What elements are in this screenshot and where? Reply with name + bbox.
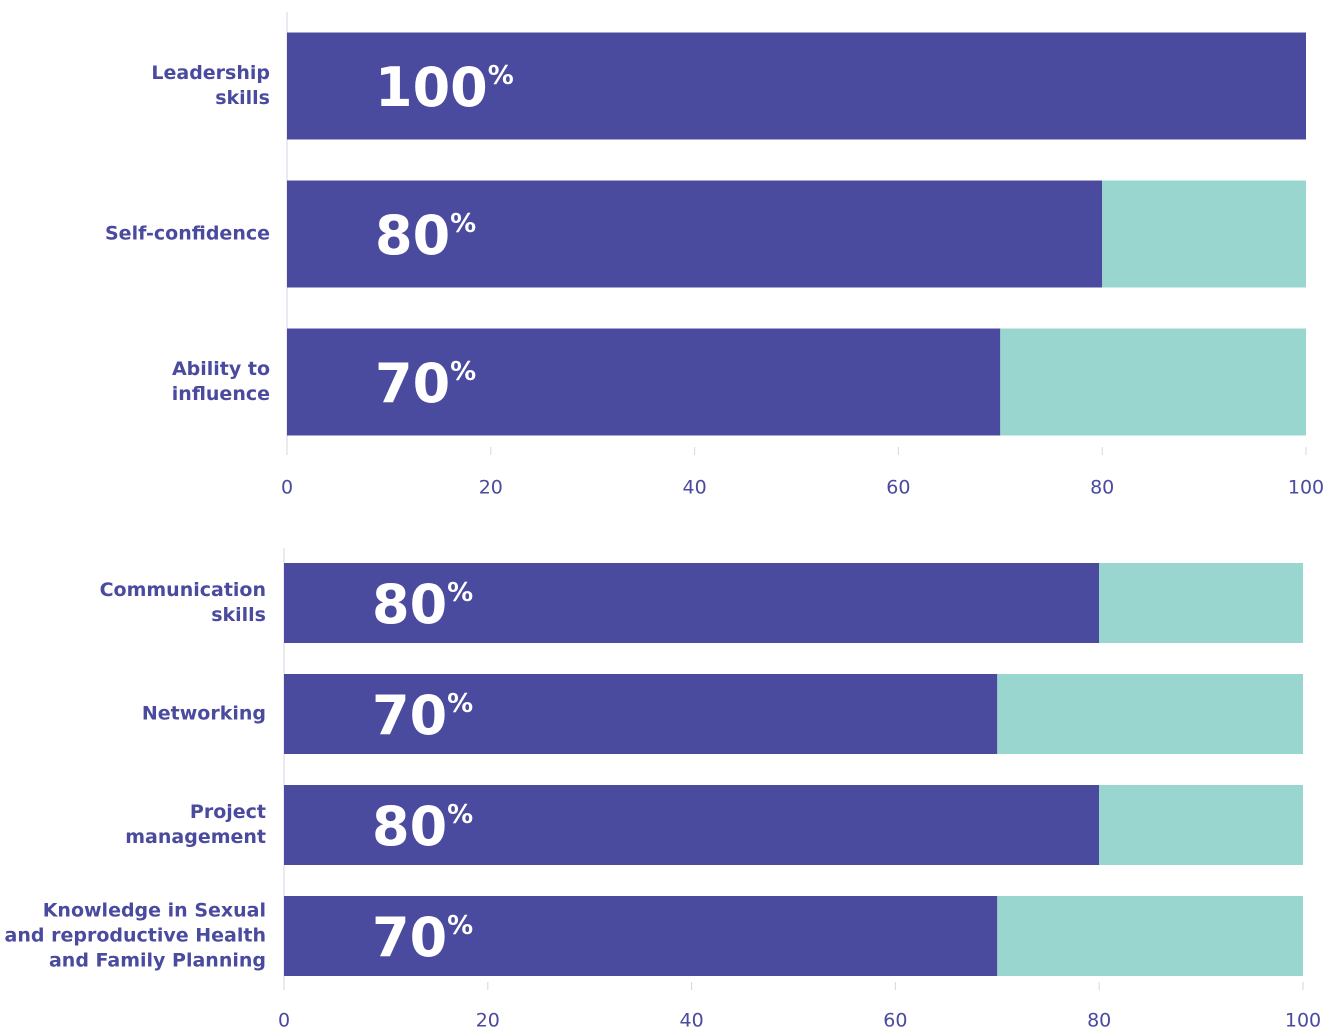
category-label: Communication skills xyxy=(99,579,266,626)
x-tick-label: 80 xyxy=(1087,1010,1111,1032)
bar-segment xyxy=(284,563,1100,643)
category-label: Project management xyxy=(125,801,266,848)
x-tick-label: 60 xyxy=(883,1010,907,1032)
value-label: 100% xyxy=(375,56,514,119)
value-label: 70% xyxy=(372,684,473,747)
x-tick-label: 20 xyxy=(479,477,503,499)
bar-segment xyxy=(287,32,1306,140)
bar-segment xyxy=(1000,328,1306,436)
value-label: 80% xyxy=(372,573,473,636)
bar-segment xyxy=(284,785,1100,865)
x-tick-label: 0 xyxy=(281,477,293,499)
bar-segment xyxy=(1099,785,1303,865)
x-tick-label: 100 xyxy=(1285,1010,1321,1032)
bar-segment xyxy=(287,180,1103,288)
category-label: Ability to influence xyxy=(171,358,270,405)
value-label: 80% xyxy=(375,204,476,267)
value-label: 70% xyxy=(375,352,476,415)
x-tick-label: 20 xyxy=(476,1010,500,1032)
x-tick-label: 0 xyxy=(278,1010,290,1032)
category-label: Knowledge in Sexual and reproductive Hea… xyxy=(4,899,266,972)
bar-segment xyxy=(1102,180,1306,288)
value-label: 70% xyxy=(372,906,473,969)
x-tick-label: 80 xyxy=(1090,477,1114,499)
bar-segment xyxy=(284,896,998,976)
category-label: Self-confidence xyxy=(105,222,270,245)
x-tick-label: 60 xyxy=(886,477,910,499)
x-tick-label: 100 xyxy=(1288,477,1324,499)
bar-segment xyxy=(284,674,998,754)
bar-segment xyxy=(1099,563,1303,643)
bar-segment xyxy=(997,674,1303,754)
value-label: 80% xyxy=(372,795,473,858)
category-label: Leadership skills xyxy=(151,62,270,109)
bar-segment xyxy=(287,328,1001,436)
category-label: Networking xyxy=(141,702,266,725)
x-tick-label: 40 xyxy=(683,477,707,499)
x-tick-label: 40 xyxy=(680,1010,704,1032)
bar-segment xyxy=(997,896,1303,976)
